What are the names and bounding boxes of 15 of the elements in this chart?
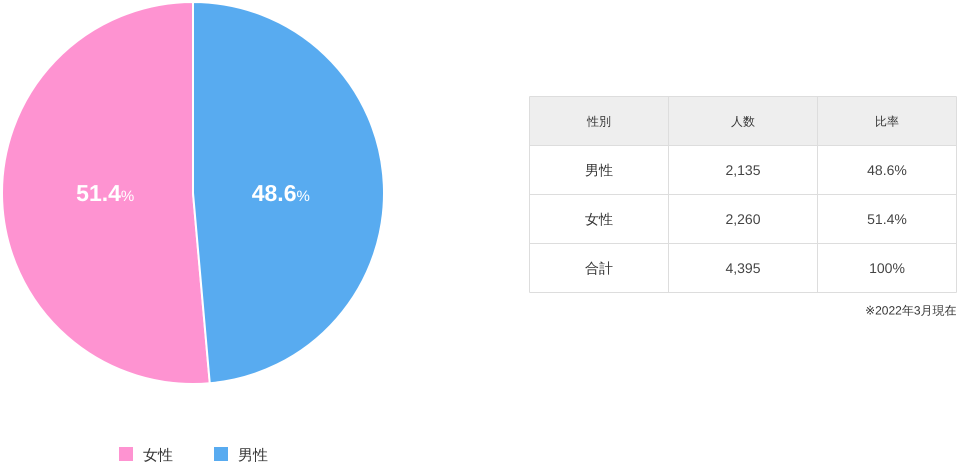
data-label: 4,395 [725,260,761,276]
data-label: 2,135 [725,162,761,178]
text: 比率 [875,114,899,128]
legend-label: 男性 [238,447,268,464]
data-label: 48.6% [867,162,907,178]
data-label: 51.4% [867,211,907,228]
category-label: 合計 [585,260,613,276]
annotation: ※2022年3月現在 [865,304,956,318]
text: 性別 [587,114,611,128]
data-label: 2,260 [725,211,761,228]
category-label: 女性 [585,211,613,228]
legend-label: 女性 [143,447,173,464]
text: 人数 [731,114,755,128]
data-label: 100% [869,260,905,276]
category-label: 男性 [585,162,613,178]
